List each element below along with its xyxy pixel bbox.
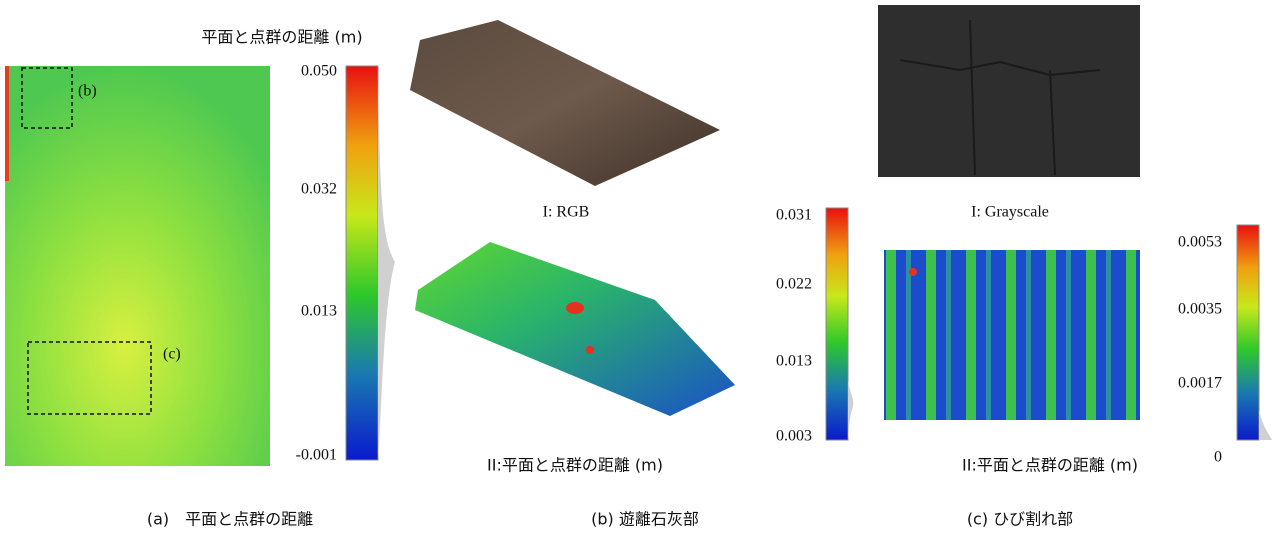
box-label: (b): [78, 83, 97, 100]
hotspot: [566, 302, 584, 314]
tick-label: 0.013: [301, 303, 337, 320]
distance-map: [5, 66, 270, 466]
histogram: [1259, 410, 1272, 440]
hotspot: [909, 268, 917, 276]
colorbar: [825, 207, 849, 441]
box-b: [21, 67, 73, 129]
tick-label: 0.003: [776, 428, 812, 445]
image-label: II:平面と点群の距離 (m): [487, 456, 663, 475]
image-label: I: Grayscale: [971, 204, 1049, 221]
rgb-image: [410, 20, 720, 186]
tick-label: 0.031: [776, 207, 812, 224]
tick-label: 0.022: [776, 276, 812, 293]
tick-label: 0.0053: [1178, 234, 1222, 251]
caption: (a) 平面と点群の距離: [147, 510, 313, 529]
distance-image: [884, 250, 1140, 420]
histogram: [378, 66, 395, 460]
grayscale-image: [878, 5, 1140, 177]
tick-label: 0.050: [301, 63, 337, 80]
colorbar-title: 平面と点群の距離 (m): [201, 28, 362, 47]
colorbar: [345, 65, 379, 461]
distance-image: [415, 242, 735, 416]
box-label: (c): [163, 346, 181, 363]
caption: (b) 遊離石灰部: [591, 510, 699, 529]
tick-label: 0.0017: [1178, 375, 1222, 392]
image-label: II:平面と点群の距離 (m): [962, 456, 1138, 475]
tick-label: 0.0035: [1178, 301, 1222, 318]
tick-label: -0.001: [296, 447, 337, 464]
histogram: [848, 380, 854, 440]
hotspot: [586, 346, 594, 354]
tick-label: 0.013: [776, 353, 812, 370]
caption: (c) ひび割れ部: [967, 510, 1073, 529]
colorbar: [1236, 224, 1260, 441]
cracks: [899, 19, 1101, 176]
box-c: [27, 341, 152, 415]
image-label: I: RGB: [543, 204, 590, 221]
tick-label: 0.032: [301, 181, 337, 198]
edge: [5, 66, 9, 181]
tick-label: 0: [1214, 449, 1222, 466]
